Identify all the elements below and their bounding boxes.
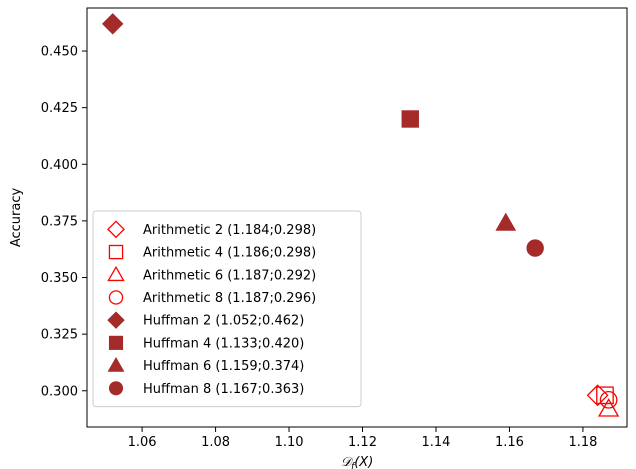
- data-point-square-filled: [401, 110, 419, 128]
- x-axis: 1.06 1.08 1.10 1.12 1.14 1.16 1.18: [128, 427, 597, 450]
- y-tick-label: 0.325: [41, 328, 78, 343]
- legend-marker-circle-open: [108, 290, 124, 305]
- x-tick-label: 1.18: [568, 435, 597, 450]
- x-tick-label: 1.10: [275, 435, 304, 450]
- legend-marker-circle-filled: [108, 381, 124, 396]
- x-tick-label: 1.14: [422, 435, 451, 450]
- legend-entry: Arithmetic 4 (1.186;0.298): [143, 246, 316, 261]
- x-tick-label: 1.08: [201, 435, 230, 450]
- legend-marker-square-open: [108, 244, 124, 260]
- legend-marker-diamond-open: [107, 220, 125, 239]
- data-point-circle-filled: [526, 239, 544, 257]
- x-tick-label: 1.12: [348, 435, 377, 450]
- legend-marker-triangle-filled: [107, 356, 125, 372]
- legend-entry: Huffman 6 (1.159;0.374): [143, 359, 304, 374]
- y-tick-label: 0.450: [41, 45, 78, 60]
- axes-frame: [86, 7, 628, 428]
- data-point-triangle-filled: [495, 212, 517, 231]
- data-point-diamond-open: [586, 384, 609, 407]
- x-axis-label-sub: f: [351, 462, 356, 469]
- legend-entry: Arithmetic 2 (1.184;0.298): [143, 223, 316, 238]
- legend-box: [92, 210, 362, 408]
- legend-entry: Huffman 2 (1.052;0.462): [143, 314, 304, 329]
- y-tick-label: 0.400: [41, 158, 78, 173]
- x-tick-label: 1.06: [128, 435, 157, 450]
- legend-marker-diamond-filled: [107, 311, 125, 329]
- legend: Arithmetic 2 (1.184;0.298) Arithmetic 4 (…: [92, 210, 362, 408]
- x-axis-label-rest: (X): [354, 455, 373, 469]
- legend-marker-square-filled: [108, 335, 124, 350]
- data-point-circle-open: [599, 390, 618, 409]
- x-axis-label: 𝒟f(X): [341, 455, 374, 469]
- y-tick-label: 0.350: [41, 271, 78, 286]
- data-point-diamond-filled: [102, 13, 124, 35]
- y-axis-label: Accuracy: [9, 188, 24, 248]
- legend-entry: Huffman 4 (1.133;0.420): [143, 336, 304, 351]
- y-axis: 0.300 0.325 0.350 0.375 0.400 0.425 0.450: [41, 45, 87, 399]
- data-point-triangle-open: [598, 398, 620, 417]
- x-axis-label-main: 𝒟: [341, 455, 354, 469]
- legend-entry: Arithmetic 6 (1.187;0.292): [143, 268, 316, 283]
- x-tick-label: 1.16: [495, 435, 524, 450]
- data-point-square-open: [596, 386, 614, 405]
- legend-marker-triangle-open: [107, 265, 125, 282]
- data-points: [102, 13, 620, 417]
- y-tick-label: 0.425: [41, 101, 78, 116]
- y-tick-label: 0.375: [41, 214, 78, 229]
- legend-entry: Huffman 8 (1.167;0.363): [143, 382, 304, 397]
- legend-entry: Arithmetic 8 (1.187;0.296): [143, 291, 316, 306]
- y-tick-label: 0.300: [41, 384, 78, 399]
- plot-area: [86, 7, 628, 428]
